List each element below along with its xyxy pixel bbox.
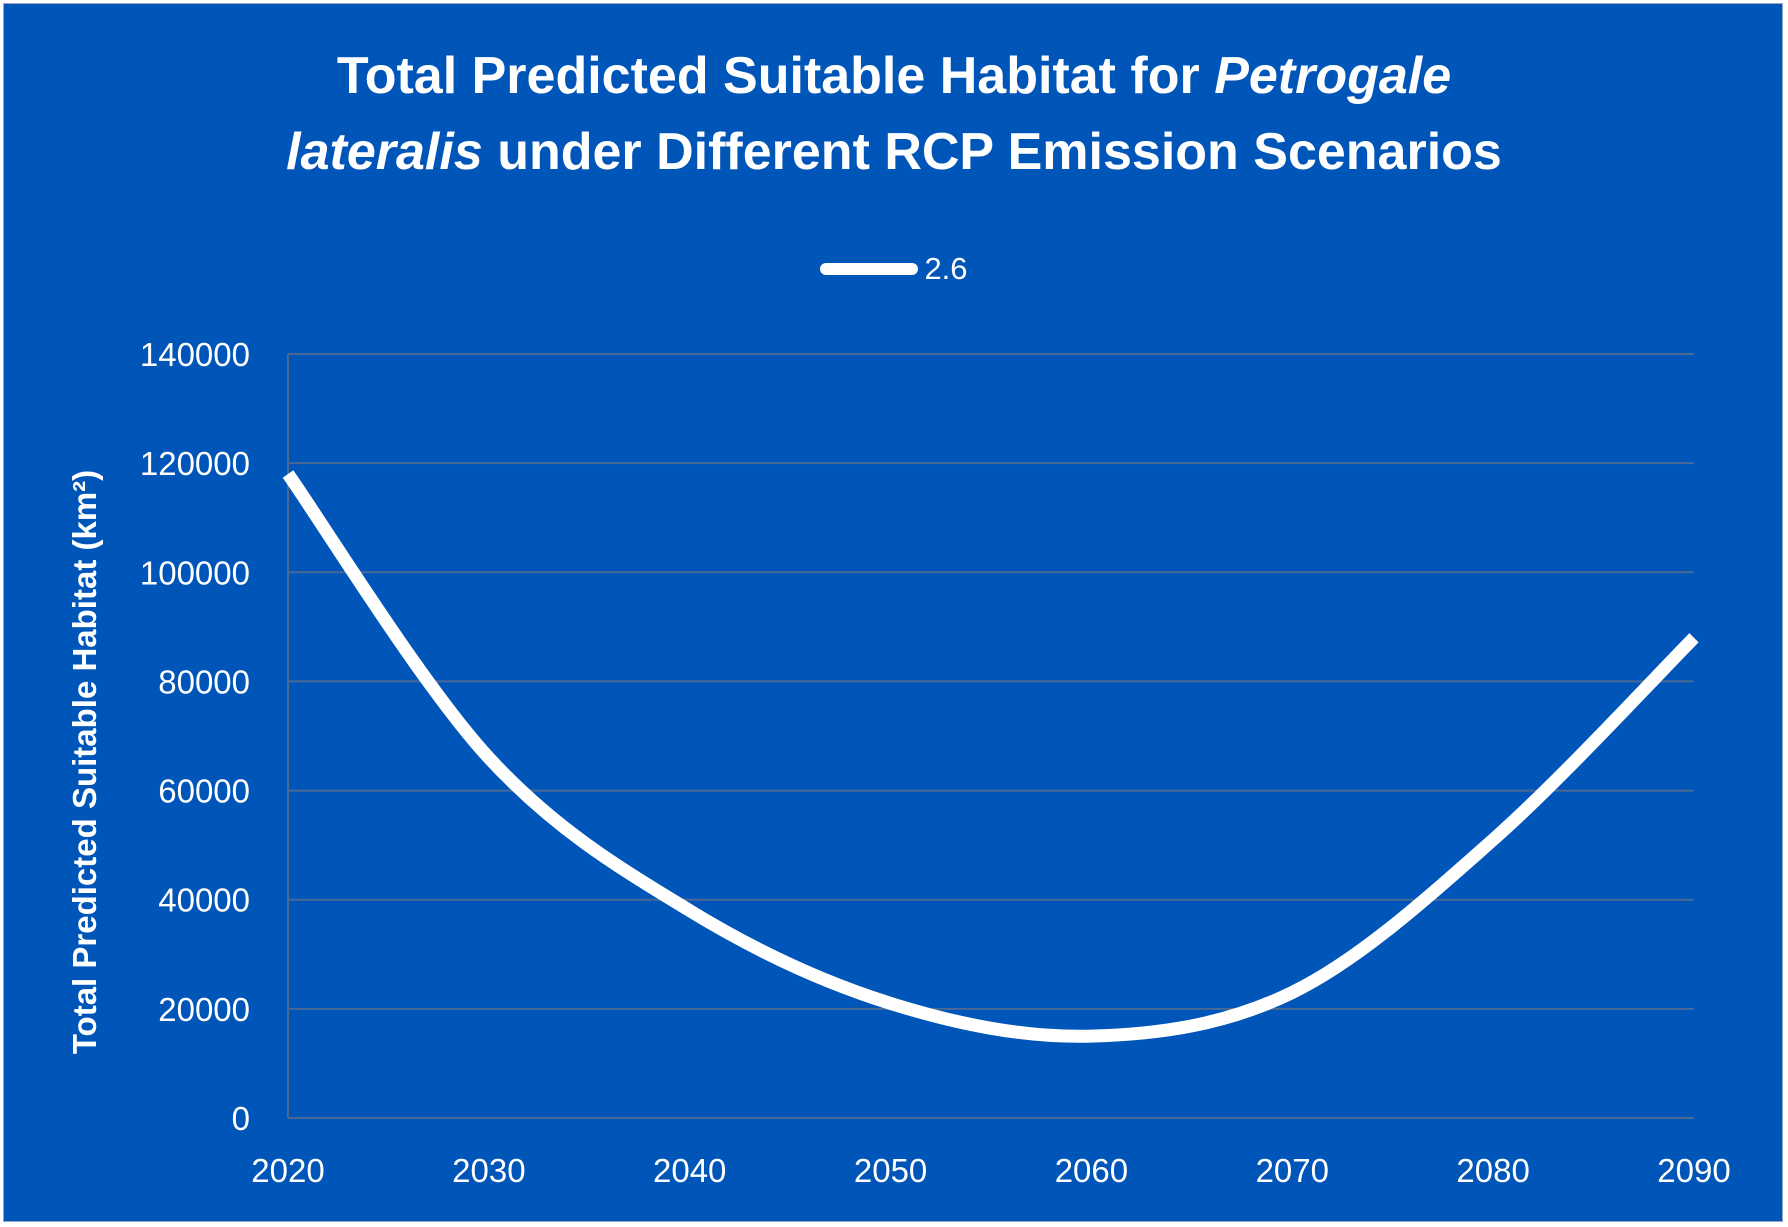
chart-frame: Total Predicted Suitable Habitat for Pet…: [3, 3, 1783, 1222]
y-tick-label: 100000: [140, 554, 250, 591]
y-tick-label: 40000: [158, 882, 250, 919]
y-tick-label: 120000: [140, 445, 250, 482]
title-part-4: under Different RCP Emission Scenarios: [482, 123, 1502, 181]
x-tick-label: 2070: [1256, 1152, 1329, 1189]
x-tick-label: 2050: [854, 1152, 927, 1189]
x-tick-label: 2030: [452, 1152, 525, 1189]
legend-swatch: [820, 263, 919, 275]
title-part-0: Total Predicted Suitable Habitat for: [336, 47, 1215, 105]
y-tick-label: 0: [232, 1100, 250, 1137]
series-line-2.6: [282, 470, 1699, 1043]
y-tick-label: 20000: [158, 991, 250, 1028]
x-tick-label: 2060: [1055, 1152, 1128, 1189]
x-tick-label: 2020: [251, 1152, 324, 1189]
y-axis-label: Total Predicted Suitable Habitat (km²): [66, 470, 103, 1054]
title-part-3: lateralis: [286, 123, 483, 181]
y-tick-label: 60000: [158, 773, 250, 810]
legend: 2.6: [4, 244, 1784, 294]
x-tick-label: 2080: [1456, 1152, 1529, 1189]
y-tick-label: 80000: [158, 663, 250, 700]
x-tick-label: 2090: [1657, 1152, 1730, 1189]
legend-label: 2.6: [924, 251, 968, 286]
y-tick-label: 140000: [140, 336, 250, 373]
title-part-1: Petrogale: [1214, 47, 1452, 105]
chart-title: Total Predicted Suitable Habitat for Pet…: [4, 38, 1784, 190]
x-tick-label: 2040: [653, 1152, 726, 1189]
